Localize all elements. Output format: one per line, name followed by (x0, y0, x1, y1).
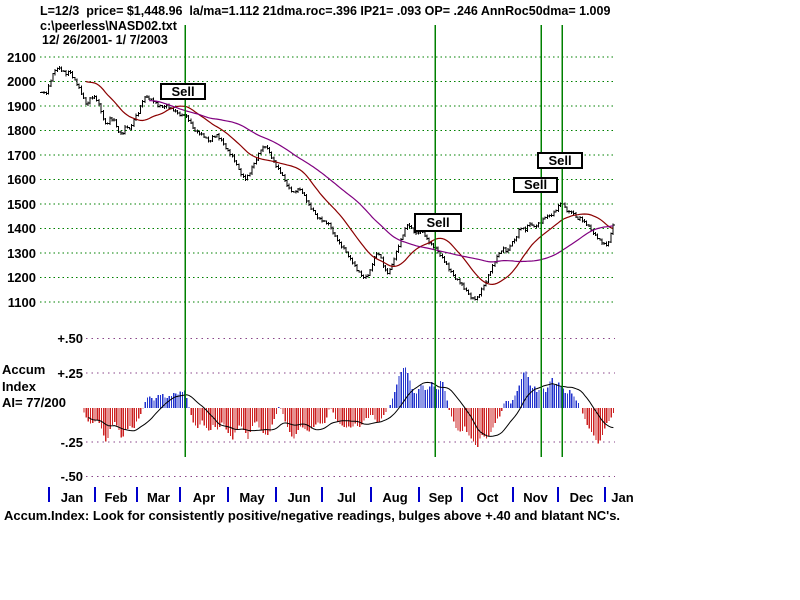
month-label: Jan (60, 490, 84, 505)
accum-axis-label: +.25 (57, 365, 83, 381)
price-axis-label: 2100 (7, 49, 36, 65)
price-axis-label: 1700 (7, 147, 36, 163)
accum-axis-label: -.25 (60, 434, 83, 450)
month-ticks (48, 487, 606, 502)
price-axis-label: 1800 (7, 123, 36, 138)
file-path: c:\peerless\NASD02.txt (40, 19, 177, 33)
accum-axis-label: -.50 (60, 469, 83, 484)
accum-index-label-line1: Accum (2, 362, 46, 377)
accum-bars (83, 367, 615, 448)
month-label: Feb (104, 490, 128, 505)
month-label: Dec (569, 490, 594, 505)
signal-lines (184, 25, 563, 457)
price-axis-label: 1500 (7, 196, 36, 212)
21dma-line (85, 80, 614, 286)
price-axis-label: 1300 (7, 245, 36, 261)
accum-index-label-line2: Index (2, 379, 36, 394)
price-axis-label: 1900 (7, 98, 36, 114)
month-label: Jan (611, 490, 634, 505)
sell-flag: Sell (160, 83, 206, 100)
sell-flag: Sell (414, 213, 462, 232)
month-label: Apr (192, 490, 216, 505)
price-axis-label: 1200 (7, 270, 36, 285)
sell-flag: Sell (513, 177, 558, 193)
month-label: May (239, 490, 265, 505)
date-range: 12/ 26/2001- 1/ 7/2003 (42, 33, 168, 47)
accum-index-reading: AI= 77/200 (2, 395, 66, 410)
price-axis-label: 1600 (7, 172, 36, 187)
month-label: Mar (146, 490, 171, 505)
price-axis-label: 1400 (7, 221, 36, 236)
month-label: Sep (428, 490, 453, 505)
price-axis-label: 2000 (7, 74, 36, 89)
month-label: Oct (476, 490, 499, 505)
accum-ma-line (88, 381, 614, 437)
price-axis-label: 1100 (7, 294, 36, 310)
chart-caption: Accum.Index: Look for consistently posit… (4, 508, 621, 523)
header-indicator-readout: L=12/3 price= $1,448.96 la/ma=1.112 21dm… (40, 4, 611, 18)
sell-flag: Sell (537, 152, 583, 169)
month-label: Jul (337, 490, 356, 505)
accum-gridlines (86, 338, 615, 477)
50dma-line (149, 100, 614, 263)
accum-axis-label: +.50 (57, 331, 83, 346)
price-gridlines (40, 56, 615, 303)
month-label: Aug (382, 490, 408, 505)
month-label: Jun (287, 490, 311, 505)
month-label: Nov (523, 490, 548, 505)
price-bars (40, 66, 615, 301)
